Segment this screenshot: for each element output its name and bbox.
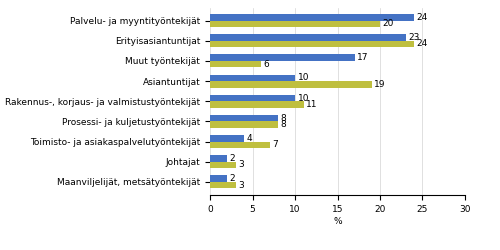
Text: 24: 24 <box>416 13 428 22</box>
Text: 19: 19 <box>374 80 386 89</box>
Text: 10: 10 <box>298 73 309 82</box>
Text: 4: 4 <box>246 134 252 143</box>
Text: 11: 11 <box>306 100 318 109</box>
Bar <box>210 54 354 61</box>
Bar <box>210 20 380 27</box>
Bar <box>210 122 278 128</box>
Text: 8: 8 <box>280 120 286 129</box>
Bar <box>210 95 295 101</box>
Text: 7: 7 <box>272 140 278 149</box>
Text: 3: 3 <box>238 180 244 190</box>
Bar <box>210 41 414 47</box>
Bar <box>210 101 304 108</box>
Bar <box>210 14 414 20</box>
Text: 10: 10 <box>298 94 309 102</box>
Text: 6: 6 <box>264 60 270 69</box>
X-axis label: %: % <box>333 216 342 226</box>
Bar <box>210 176 227 182</box>
Text: 3: 3 <box>238 160 244 170</box>
Bar <box>210 115 278 121</box>
Bar <box>210 34 406 41</box>
Text: 2: 2 <box>230 174 235 183</box>
Bar <box>210 61 261 68</box>
Text: 8: 8 <box>280 114 286 123</box>
Text: 17: 17 <box>357 53 368 62</box>
Bar <box>210 75 295 81</box>
Bar <box>210 182 236 188</box>
Bar <box>210 81 372 87</box>
Text: 23: 23 <box>408 33 420 42</box>
Text: 2: 2 <box>230 154 235 163</box>
Bar <box>210 155 227 162</box>
Bar <box>210 135 244 141</box>
Text: 24: 24 <box>416 40 428 48</box>
Text: 20: 20 <box>382 19 394 28</box>
Bar <box>210 162 236 168</box>
Bar <box>210 142 270 148</box>
